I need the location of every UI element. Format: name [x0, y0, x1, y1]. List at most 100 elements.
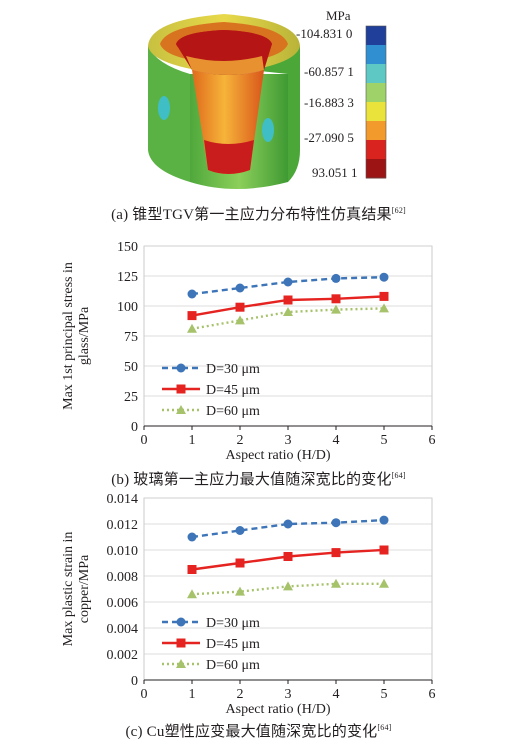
strain-legend-label-2: D=60 μm — [206, 658, 260, 673]
tgv-cross-section — [148, 14, 300, 189]
colorbar-block-6 — [366, 140, 386, 160]
stress-xtick-label: 5 — [381, 433, 388, 448]
stress-legend-label-2: D=60 μm — [206, 404, 260, 419]
colorbar-unit: MPa — [326, 8, 351, 23]
strain-ytick-label: 0.004 — [107, 622, 139, 637]
strain-legend-label-0: D=30 μm — [206, 616, 260, 631]
stress-point — [187, 323, 197, 333]
strain-point — [331, 578, 341, 588]
colorbar-block-0 — [366, 26, 386, 46]
strain-point — [379, 578, 389, 588]
stress-point — [187, 311, 197, 321]
colorbar-block-5 — [366, 121, 386, 141]
colorbar-label-1: -60.857 1 — [304, 64, 354, 79]
stress-point — [235, 283, 245, 293]
strain-legend-marker — [176, 659, 186, 668]
stress-ytick-label: 125 — [117, 270, 138, 285]
stress-point — [283, 295, 293, 305]
stress-point — [379, 303, 389, 313]
stress-xtick-label: 4 — [333, 433, 340, 448]
stress-xtick-label: 0 — [141, 433, 148, 448]
strain-ytick-label: 0.010 — [107, 544, 139, 559]
colorbar-label-2: -16.883 3 — [304, 95, 354, 110]
strain-legend-marker — [176, 617, 186, 627]
strain-point — [379, 545, 389, 555]
strain-xtick-label: 5 — [381, 687, 388, 702]
colorbar-frame — [365, 25, 387, 179]
strain-point — [187, 589, 197, 599]
strain-point — [235, 586, 245, 596]
strain-xtick-label: 0 — [141, 687, 148, 702]
colorbar-block-2 — [366, 64, 386, 84]
stress-series-line-0 — [191, 276, 385, 296]
stress-chart: 0 25 50 75 100 125 150 0 1 2 3 4 5 6 Aspect ratio (H/D… — [61, 240, 436, 463]
stress-ytick-label: 50 — [124, 360, 138, 375]
figure-b-caption: (b) 玻璃第一主应力最大值随深宽比的变化[64] — [111, 471, 406, 488]
colorbar-label-0: -104.831 0 — [296, 26, 352, 41]
colorbar-block-7 — [366, 159, 386, 179]
strain-ytick-label: 0.012 — [107, 518, 139, 533]
stress-ytick-label: 75 — [124, 330, 138, 345]
stress-xtick-label: 6 — [429, 433, 436, 448]
strain-xtick-label: 3 — [285, 687, 292, 702]
strain-point — [331, 548, 341, 558]
strain-chart: 0 0.002 0.004 0.006 0.008 0.010 0.012 0.014 0 1 2 3… — [61, 492, 436, 716]
figure-a-caption: (a) 锥型TGV第一主应力分布特性仿真结果[62] — [111, 206, 406, 223]
strain-y-axis-label-line1: Max plastic strain in — [61, 532, 76, 647]
stress-point — [379, 291, 389, 301]
stress-legend-label-1: D=45 μm — [206, 383, 260, 398]
strain-point — [235, 526, 245, 535]
strain-xtick-label: 6 — [429, 687, 436, 702]
strain-series-line-0 — [191, 518, 385, 539]
strain-x-axis-label: Aspect ratio (H/D) — [226, 702, 331, 716]
figure-a-panel: MPa -104.831 0 -60.857 1 -16.883 3 -27.0… — [0, 0, 517, 230]
stress-xtick-label: 2 — [237, 433, 244, 448]
tgv-3d-model: MPa -104.831 0 -60.857 1 -16.883 3 -27.0… — [148, 8, 387, 189]
colorbar-block-1 — [366, 45, 386, 65]
stress-ytick-label: 0 — [131, 420, 138, 435]
stress-ytick-label: 100 — [117, 300, 138, 315]
strain-point — [331, 518, 341, 528]
strain-ytick-label: 0.008 — [107, 570, 139, 585]
stress-point — [283, 307, 293, 316]
stress-point — [379, 272, 389, 282]
strain-ytick-label: 0.002 — [107, 648, 139, 663]
strain-point — [283, 552, 293, 561]
strain-ytick-label: 0 — [131, 674, 138, 689]
strain-xtick-label: 2 — [237, 687, 244, 702]
stress-xtick-label: 3 — [285, 433, 292, 448]
figure-b-panel: 0 25 50 75 100 125 150 0 1 2 3 4 5 6 Aspect ratio (H/D… — [0, 232, 517, 494]
stress-x-axis-label: Aspect ratio (H/D) — [226, 448, 331, 463]
colorbar-block-3 — [366, 83, 386, 103]
strain-point — [283, 581, 293, 591]
stress-point — [187, 289, 197, 299]
figure-c-caption: (c) Cu塑性应变最大值随深宽比的变化[64] — [125, 723, 392, 740]
stress-point — [283, 277, 293, 287]
strain-legend-label-1: D=45 μm — [206, 637, 260, 652]
stress-xtick-label: 1 — [189, 433, 196, 448]
strain-point — [283, 519, 293, 529]
strain-point — [379, 515, 389, 525]
stress-legend-marker — [176, 405, 186, 414]
stress-y-axis-label-line2: glass/MPa — [77, 306, 92, 365]
stress-point — [331, 273, 341, 283]
colorbar-block-4 — [366, 102, 386, 122]
stress-legend-marker — [176, 363, 186, 373]
figure-c-panel: 0 0.002 0.004 0.006 0.008 0.010 0.012 0.014 0 1 2 3… — [0, 490, 517, 748]
stress-point — [331, 304, 341, 314]
strain-point — [187, 532, 197, 542]
strain-point — [235, 558, 245, 568]
colorbar-label-4: 93.051 1 — [312, 165, 358, 180]
stress-colorbar: MPa -104.831 0 -60.857 1 -16.883 3 -27.0… — [296, 8, 387, 180]
stress-legend-label-0: D=30 μm — [206, 362, 260, 377]
strain-legend-marker — [176, 638, 186, 648]
strain-xtick-label: 1 — [189, 687, 196, 702]
stress-point — [331, 294, 341, 304]
stress-y-axis-label-line1: Max 1st principal stress in — [61, 262, 76, 410]
stress-ytick-label: 150 — [117, 240, 138, 255]
stress-legend-marker — [176, 384, 186, 394]
stress-point — [235, 315, 245, 325]
strain-point — [187, 565, 197, 574]
stress-series-line-2 — [191, 307, 385, 330]
colorbar-label-3: -27.090 5 — [304, 130, 354, 145]
